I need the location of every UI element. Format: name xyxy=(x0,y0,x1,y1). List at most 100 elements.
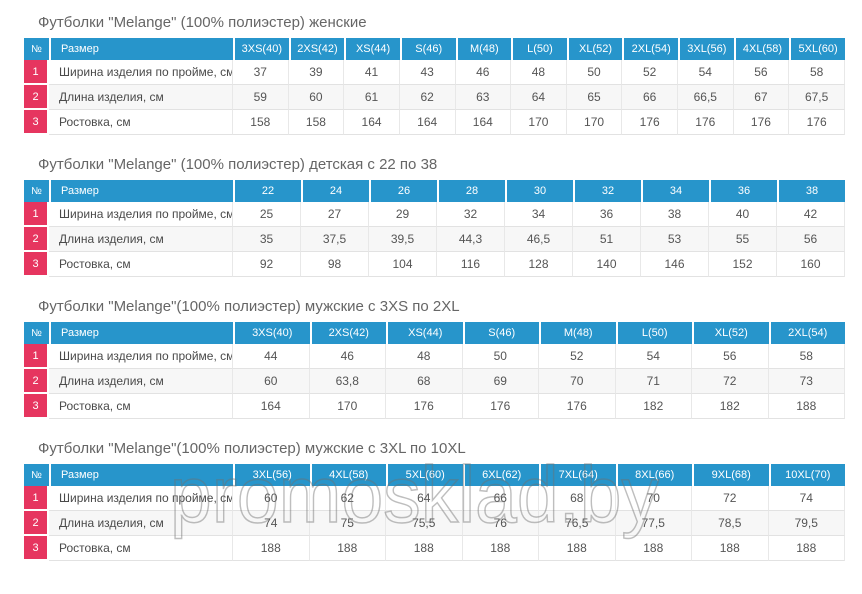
value-cell: 41 xyxy=(344,60,400,85)
table-row: 1 Ширина изделия по пройме, см 37 39 41 43 46 4… xyxy=(24,60,845,85)
table-row: 1 Ширина изделия по пройме, см 25 27 29 32 34 3… xyxy=(24,202,845,227)
column-header-cell: 4XL(58) xyxy=(733,38,790,60)
column-header-cell: 36 xyxy=(709,180,777,202)
value-cell: 48 xyxy=(386,344,463,369)
value-cell: 140 xyxy=(573,252,641,277)
value-cell: 62 xyxy=(399,85,456,110)
value-cell: 56 xyxy=(733,60,790,85)
column-header-cell: 30 xyxy=(505,180,573,202)
section-title: Футболки "Melange"(100% полиэстер) мужск… xyxy=(38,298,460,315)
section-title: Футболки "Melange" (100% полиэстер) детс… xyxy=(38,156,438,173)
value-cell: 37,5 xyxy=(301,227,369,252)
size-table: № Размер 3XS(40) 2XS(42) XS(44) S(46) M(48) L(5… xyxy=(24,322,845,419)
value-cell: 188 xyxy=(615,536,692,561)
value-cell: 76,5 xyxy=(539,511,616,536)
table-row: 3 Ростовка, см 92 98 104 116 128 140 146 152 160 xyxy=(24,252,845,277)
value-cell: 176 xyxy=(539,394,616,419)
column-header-cell: 38 xyxy=(777,180,845,202)
value-cell: 35 xyxy=(233,227,301,252)
tables-container: Футболки "Melange" (100% полиэстер) женс… xyxy=(24,15,845,561)
table-row: 3 Ростовка, см 158 158 164 164 164 170 170 176 176… xyxy=(24,110,845,135)
value-cell: 65 xyxy=(566,85,623,110)
column-header-cell: 6XL(62) xyxy=(462,464,539,486)
row-number-cell: 3 xyxy=(24,110,49,135)
value-cell: 60 xyxy=(233,369,310,394)
column-header-cell: 2XS(42) xyxy=(288,38,345,60)
value-cell: 75,5 xyxy=(386,511,463,536)
value-cell: 78,5 xyxy=(692,511,769,536)
value-cell: 188 xyxy=(386,536,463,561)
column-header-cell: XS(44) xyxy=(344,38,400,60)
value-cell: 25 xyxy=(233,202,301,227)
column-header-cell: S(46) xyxy=(399,38,456,60)
value-cell: 67 xyxy=(733,85,790,110)
row-number-cell: 1 xyxy=(24,60,49,85)
value-cell: 39 xyxy=(288,60,345,85)
column-header-cell: 9XL(68) xyxy=(692,464,769,486)
size-table-section: Футболки "Melange" (100% полиэстер) женс… xyxy=(24,15,845,135)
value-cell: 54 xyxy=(615,344,692,369)
row-number-cell: 2 xyxy=(24,511,49,536)
value-cell: 164 xyxy=(455,110,512,135)
column-header-cell: L(50) xyxy=(511,38,567,60)
value-cell: 37 xyxy=(233,60,289,85)
value-cell: 116 xyxy=(437,252,505,277)
value-cell: 50 xyxy=(462,344,539,369)
value-cell: 63 xyxy=(455,85,512,110)
value-cell: 164 xyxy=(233,394,310,419)
value-cell: 188 xyxy=(233,536,310,561)
table-header: № Размер 3XS(40) 2XS(42) XS(44) S(46) M(48) L(5… xyxy=(24,322,845,344)
size-table-section: Футболки "Melange"(100% полиэстер) мужск… xyxy=(24,299,845,419)
row-label-cell: Длина изделия, см xyxy=(49,511,233,536)
row-label-cell: Ширина изделия по пройме, см xyxy=(49,344,233,369)
value-cell: 68 xyxy=(386,369,463,394)
value-cell: 170 xyxy=(309,394,386,419)
value-cell: 44 xyxy=(233,344,310,369)
size-table: № Размер 22 24 26 28 30 32 34 36 38 1 Ширина изделия… xyxy=(24,180,845,277)
size-table-section: Футболки "Melange"(100% полиэстер) мужск… xyxy=(24,441,845,561)
section-title: Футболки "Melange"(100% полиэстер) мужск… xyxy=(38,440,466,457)
value-cell: 73 xyxy=(768,369,845,394)
table-row: 1 Ширина изделия по пройме, см 44 46 48 50 52 5… xyxy=(24,344,845,369)
table-body: 1 Ширина изделия по пройме, см 37 39 41 43 46 4… xyxy=(24,60,845,135)
column-header-cell: 10XL(70) xyxy=(768,464,845,486)
value-cell: 98 xyxy=(301,252,369,277)
row-label-cell: Ростовка, см xyxy=(49,394,233,419)
column-header-cell: № xyxy=(24,464,49,486)
value-cell: 188 xyxy=(462,536,539,561)
value-cell: 53 xyxy=(641,227,709,252)
row-number-cell: 1 xyxy=(24,486,49,511)
row-number-cell: 2 xyxy=(24,227,49,252)
column-header-cell: 26 xyxy=(369,180,437,202)
column-header-cell: № xyxy=(24,38,49,60)
row-label-cell: Ширина изделия по пройме, см xyxy=(49,486,233,511)
value-cell: 71 xyxy=(615,369,692,394)
value-cell: 58 xyxy=(768,344,845,369)
row-label-cell: Ростовка, см xyxy=(49,252,233,277)
value-cell: 64 xyxy=(386,486,463,511)
row-number-cell: 2 xyxy=(24,369,49,394)
row-label-cell: Ширина изделия по пройме, см xyxy=(49,60,233,85)
value-cell: 67,5 xyxy=(789,85,845,110)
column-header-cell: XL(52) xyxy=(566,38,623,60)
column-header-cell: № xyxy=(24,180,49,202)
column-header-cell: Размер xyxy=(49,38,233,60)
table-row: 3 Ростовка, см 188 188 188 188 188 188 188 188 xyxy=(24,536,845,561)
value-cell: 164 xyxy=(399,110,456,135)
header-row: № Размер 3XL(56) 4XL(58) 5XL(60) 6XL(62) 7XL(6… xyxy=(24,464,845,486)
value-cell: 39,5 xyxy=(369,227,437,252)
column-header-cell: M(48) xyxy=(539,322,616,344)
value-cell: 76 xyxy=(462,511,539,536)
row-label-cell: Длина изделия, см xyxy=(49,85,233,110)
column-header-cell: 8XL(66) xyxy=(615,464,692,486)
value-cell: 44,3 xyxy=(437,227,505,252)
header-row: № Размер 3XS(40) 2XS(42) XS(44) S(46) M(48) L(5… xyxy=(24,322,845,344)
column-header-cell: 34 xyxy=(641,180,709,202)
column-header-cell: 24 xyxy=(301,180,369,202)
table-row: 2 Длина изделия, см 35 37,5 39,5 44,3 46,5 51 53… xyxy=(24,227,845,252)
value-cell: 182 xyxy=(692,394,769,419)
value-cell: 52 xyxy=(622,60,678,85)
table-header: № Размер 3XL(56) 4XL(58) 5XL(60) 6XL(62) 7XL(6… xyxy=(24,464,845,486)
value-cell: 32 xyxy=(437,202,505,227)
value-cell: 158 xyxy=(233,110,289,135)
